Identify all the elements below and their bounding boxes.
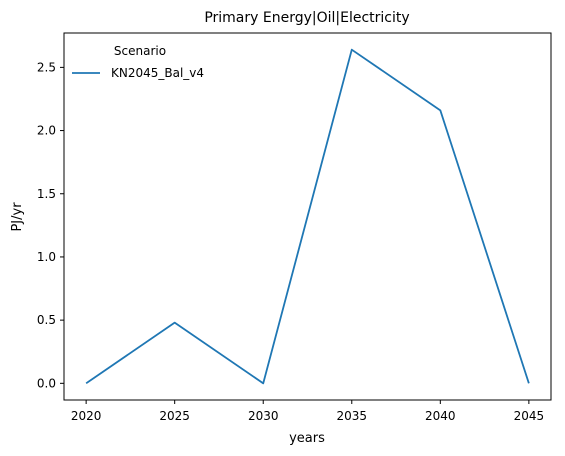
y-axis: 0.0 0.5 1.0 1.5 2.0 2.5 (37, 60, 64, 390)
x-tick-label: 2030 (248, 409, 279, 423)
chart-title: Primary Energy|Oil|Electricity (204, 10, 409, 26)
legend-label-kn2045-bal-v4: KN2045_Bal_v4 (111, 66, 204, 80)
series-layer (85, 48, 530, 385)
x-tick-label: 2045 (514, 409, 545, 423)
y-tick-label: 2.0 (37, 124, 56, 138)
legend: Scenario KN2045_Bal_v4 (72, 44, 204, 80)
y-axis-label: PJ/yr (10, 202, 25, 232)
series-line-0 (85, 48, 530, 385)
x-tick-label: 2040 (425, 409, 456, 423)
x-axis: 2020 2025 2030 2035 2040 2045 (71, 400, 544, 423)
legend-title: Scenario (114, 44, 166, 58)
x-axis-label: years (289, 431, 325, 446)
y-tick-label: 0.0 (37, 376, 56, 390)
y-tick-label: 1.0 (37, 250, 56, 264)
x-tick-label: 2035 (336, 409, 367, 423)
x-tick-label: 2025 (159, 409, 190, 423)
y-tick-label: 2.5 (37, 60, 56, 74)
y-tick-label: 1.5 (37, 187, 56, 201)
y-tick-label: 0.5 (37, 313, 56, 327)
x-tick-label: 2020 (71, 409, 102, 423)
